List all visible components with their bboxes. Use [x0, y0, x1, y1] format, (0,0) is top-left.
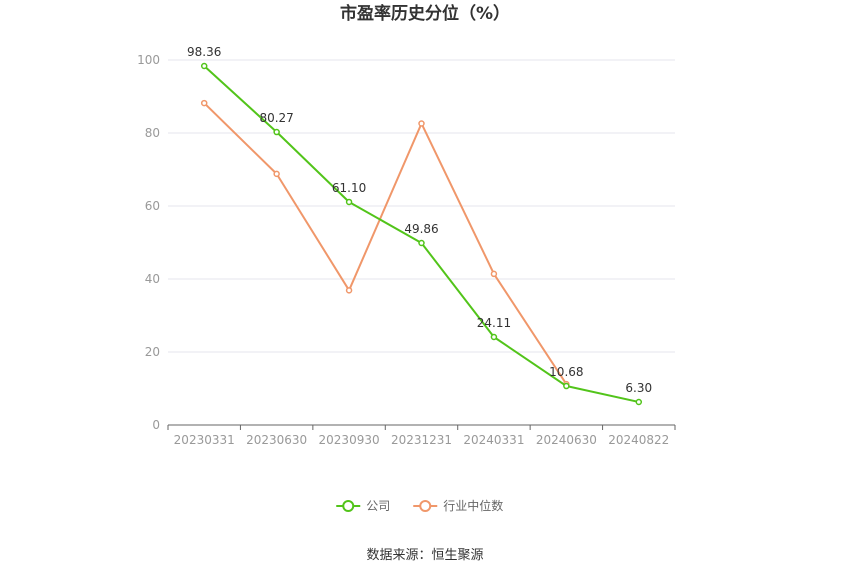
legend-label: 行业中位数	[443, 498, 503, 513]
data-point	[490, 333, 498, 341]
data-point	[345, 287, 353, 294]
data-label: 6.30	[625, 381, 652, 395]
legend-swatch-marker	[419, 500, 432, 512]
legend-item-industry-median[interactable]: 行业中位数	[413, 498, 503, 513]
series-company	[200, 62, 643, 406]
x-tick-label: 20230930	[319, 433, 380, 447]
series-line	[203, 102, 568, 385]
x-tick-label: 20240822	[608, 433, 669, 447]
data-point	[273, 128, 280, 136]
data-point	[345, 198, 353, 206]
data-point	[563, 382, 570, 390]
data-point	[200, 99, 208, 107]
x-tick-label: 20231231	[391, 433, 452, 447]
data-point	[200, 62, 208, 70]
x-tick-label: 20240331	[463, 433, 524, 447]
y-tick-label: 100	[137, 53, 160, 67]
legend-label: 公司	[366, 499, 390, 513]
data-point	[490, 270, 498, 278]
y-tick-label: 40	[145, 272, 160, 286]
legend-item-company[interactable]: 公司	[336, 499, 390, 513]
data-label: 61.10	[332, 181, 366, 195]
x-axis: 20230331 20230630 20230930 20231231 20240331…	[167, 424, 676, 447]
data-label: 49.86	[404, 222, 438, 236]
legend[interactable]: 公司 行业中位数	[336, 498, 503, 513]
data-point	[273, 170, 280, 178]
chart-title: 市盈率历史分位（%）	[340, 3, 510, 24]
data-point	[635, 398, 643, 406]
series-industry-median	[200, 99, 570, 388]
data-source-note: 数据来源：恒生聚源	[366, 548, 483, 563]
x-tick-label: 20230331	[174, 433, 235, 447]
data-point	[418, 239, 425, 247]
data-labels: 98.36 80.27 61.10 49.86 24.11 10.68 6.30	[187, 45, 652, 395]
y-tick-label: 20	[145, 345, 160, 359]
data-label: 24.11	[477, 316, 511, 330]
data-label: 10.68	[549, 365, 583, 379]
y-tick-label: 80	[145, 126, 160, 140]
x-tick-label: 20230630	[246, 433, 307, 447]
data-label: 80.27	[259, 111, 293, 125]
y-tick-label: 0	[152, 418, 160, 432]
series-layer	[200, 62, 643, 406]
data-label: 98.36	[187, 45, 221, 59]
y-tick-label: 60	[145, 199, 160, 213]
data-point	[418, 120, 425, 127]
x-tick-label: 20240630	[536, 433, 597, 447]
grid-lines	[168, 59, 675, 353]
legend-swatch-marker	[342, 500, 355, 512]
y-axis: 0 20 40 60 80 100	[137, 53, 160, 432]
